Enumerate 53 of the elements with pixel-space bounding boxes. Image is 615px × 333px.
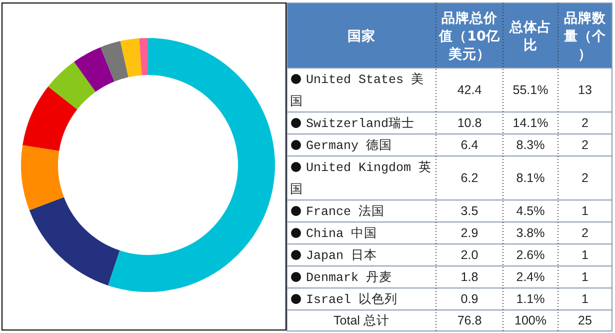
- text: United States 美国: [290, 71, 424, 109]
- text: Japan 日本: [306, 248, 378, 263]
- text: Germany 德国: [306, 138, 392, 153]
- text: 3.8%: [516, 226, 545, 240]
- text: 1: [582, 204, 589, 218]
- donut-slice: [120, 38, 142, 78]
- text: 1.1%: [516, 292, 545, 306]
- text: 2: [582, 116, 589, 130]
- text: 13: [578, 83, 592, 97]
- text: 2: [582, 226, 589, 240]
- text: 1: [582, 248, 589, 262]
- text: 8.3%: [516, 138, 545, 152]
- text: Denmark 丹麦: [306, 270, 392, 285]
- text: United Kingdom 英国: [290, 160, 432, 197]
- text: 42.4: [457, 83, 482, 97]
- text: Israel 以色列: [306, 292, 398, 307]
- text: 4.5%: [516, 204, 545, 218]
- text: 0.9: [460, 292, 478, 306]
- text: China 中国: [306, 226, 378, 241]
- text: 1: [582, 292, 589, 306]
- text: 2.4%: [516, 270, 545, 284]
- text: 6.4: [460, 138, 478, 152]
- text: 1.8: [460, 270, 478, 284]
- text: 2.6%: [516, 248, 545, 262]
- donut-slice: [29, 197, 120, 286]
- text: 25: [578, 314, 592, 328]
- text: 2.0: [460, 248, 478, 262]
- donut-slice: [21, 145, 64, 210]
- text: 14.1%: [512, 116, 548, 130]
- text: 76.8: [457, 314, 482, 328]
- donut-slice: [139, 38, 148, 76]
- donut-slice: [74, 47, 114, 92]
- text: 2.9: [460, 226, 478, 240]
- donut-slice: [22, 86, 78, 151]
- text: 2: [582, 138, 589, 152]
- donut-slice: [108, 38, 275, 292]
- text: 国家: [348, 28, 376, 44]
- text: Total 总计: [334, 314, 390, 328]
- donut-slice: [48, 62, 96, 110]
- text: 6.2: [460, 171, 478, 185]
- text: 品牌数量（个）: [563, 10, 607, 62]
- text: 100%: [514, 314, 546, 328]
- text: 10.8: [457, 116, 482, 130]
- text: 品牌总价值（10亿美元）: [438, 10, 501, 62]
- text: 8.1%: [516, 171, 545, 185]
- text: 1: [582, 270, 589, 284]
- donut-slice: [100, 41, 128, 82]
- text: 55.1%: [512, 83, 548, 97]
- text: France 法国: [306, 204, 385, 219]
- text: Switzerland瑞士: [306, 116, 415, 131]
- text: 总体占比: [508, 20, 552, 54]
- text: 3.5: [460, 204, 478, 218]
- text: 2: [582, 171, 589, 185]
